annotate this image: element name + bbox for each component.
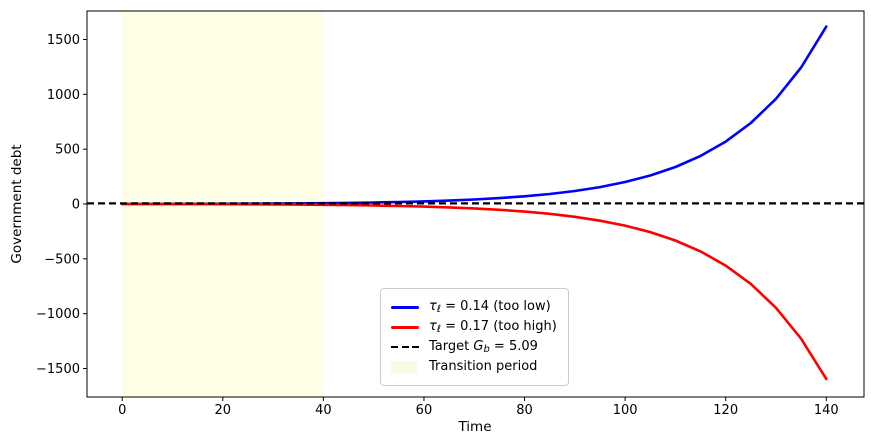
y-tick-label: −1000 [36, 307, 80, 322]
legend-text: τ [429, 298, 437, 314]
dash-segment [391, 345, 398, 349]
legend-text: ℓ [436, 323, 441, 335]
x-tick-label: 40 [315, 403, 332, 418]
y-tick-label: −500 [44, 252, 80, 267]
legend-item-tau-low: τℓ = 0.14 (too low) [391, 300, 558, 315]
y-tick-label: −1500 [36, 362, 80, 377]
x-tick-label: 80 [516, 403, 533, 418]
x-tick-label: 20 [215, 403, 232, 418]
legend-label-transition: Transition period [429, 360, 537, 375]
patch-swatch-rect [391, 361, 417, 373]
legend-text: ℓ [436, 303, 441, 315]
patch-swatch [391, 361, 419, 373]
legend-text: Target [429, 338, 474, 354]
x-tick-label: 60 [416, 403, 433, 418]
blue-line-swatch [391, 305, 419, 309]
legend-text: Transition period [429, 358, 538, 374]
legend-item-transition: Transition period [391, 360, 558, 375]
y-tick-label: 1000 [47, 88, 80, 103]
legend-label-tau-low: τℓ = 0.14 (too low) [429, 300, 551, 315]
legend-text: τ [429, 318, 437, 334]
y-axis-label: Government debt [9, 144, 25, 264]
y-tick-label: 500 [55, 143, 80, 158]
legend: τℓ = 0.14 (too low) τℓ = 0.17 (too high)… [380, 288, 569, 386]
legend-text: b [483, 343, 490, 355]
x-axis-label: Time [458, 419, 492, 435]
blue-line-swatch-bar [391, 305, 419, 309]
y-tick-label: 0 [72, 198, 80, 213]
tau-high-curve [120, 202, 828, 381]
red-line-swatch-bar [391, 325, 419, 329]
legend-item-tau-high: τℓ = 0.17 (too high) [391, 320, 558, 335]
legend-label-tau-high: τℓ = 0.17 (too high) [429, 320, 557, 335]
dashed-line-swatch [391, 345, 419, 349]
x-tick-label: 120 [713, 403, 738, 418]
x-tick-label: 0 [118, 403, 126, 418]
y-tick-label: 1500 [47, 33, 80, 48]
legend-text: = 0.14 (too low) [440, 298, 551, 314]
legend-text: = 0.17 (too high) [440, 318, 557, 334]
legend-item-target: Target Gb = 5.09 [391, 340, 558, 355]
x-tick-label: 100 [613, 403, 638, 418]
x-tick-label: 140 [814, 403, 839, 418]
dash-segment [412, 345, 419, 349]
legend-text: G [473, 338, 484, 354]
legend-text: = 5.09 [489, 338, 538, 354]
red-line-swatch [391, 325, 419, 329]
legend-label-target: Target Gb = 5.09 [429, 340, 538, 355]
dash-segment [401, 345, 409, 349]
